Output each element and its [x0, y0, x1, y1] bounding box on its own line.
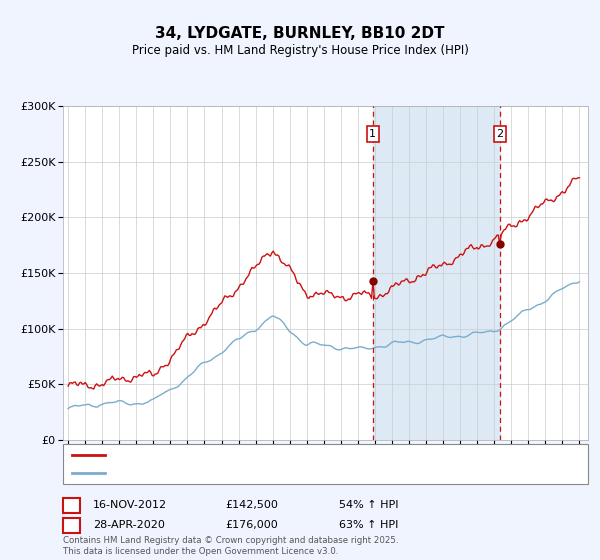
Text: 34, LYDGATE, BURNLEY, BB10 2DT (semi-detached house): 34, LYDGATE, BURNLEY, BB10 2DT (semi-det… — [111, 450, 413, 460]
Text: 2: 2 — [496, 129, 503, 139]
Text: 2: 2 — [67, 519, 76, 532]
Bar — [373, 106, 500, 440]
Text: 54% ↑ HPI: 54% ↑ HPI — [339, 500, 398, 510]
Text: £142,500: £142,500 — [225, 500, 278, 510]
Text: 16-NOV-2012: 16-NOV-2012 — [93, 500, 167, 510]
Text: Price paid vs. HM Land Registry's House Price Index (HPI): Price paid vs. HM Land Registry's House … — [131, 44, 469, 57]
Text: £176,000: £176,000 — [225, 520, 278, 530]
Text: 28-APR-2020: 28-APR-2020 — [93, 520, 165, 530]
Text: 34, LYDGATE, BURNLEY, BB10 2DT: 34, LYDGATE, BURNLEY, BB10 2DT — [155, 26, 445, 41]
Text: Contains HM Land Registry data © Crown copyright and database right 2025.
This d: Contains HM Land Registry data © Crown c… — [63, 535, 398, 557]
Text: 1: 1 — [370, 129, 376, 139]
Text: 63% ↑ HPI: 63% ↑ HPI — [339, 520, 398, 530]
Text: HPI: Average price, semi-detached house, Burnley: HPI: Average price, semi-detached house,… — [111, 468, 373, 478]
Text: 1: 1 — [67, 498, 76, 512]
